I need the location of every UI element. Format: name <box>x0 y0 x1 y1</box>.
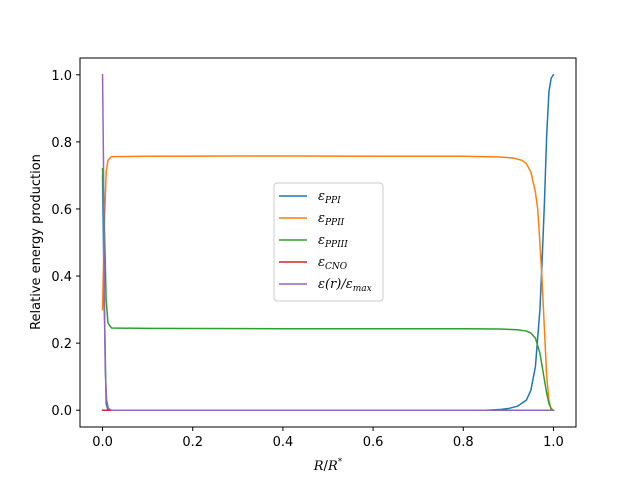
x-tick-label: 0.6 <box>363 435 384 450</box>
series-line-4 <box>101 74 555 411</box>
y-tick-label: 0.8 <box>51 136 72 151</box>
series-lines <box>101 73 555 412</box>
legend-label-2: εPPIII <box>318 233 348 250</box>
y-tick-label: 1.0 <box>51 69 72 84</box>
y-tick-label: 0.4 <box>51 270 72 285</box>
x-axis-ticks: 0.0 0.2 0.4 0.6 0.8 1.0 <box>92 427 564 450</box>
legend-label-0: εPPI <box>318 189 341 206</box>
legend-label-1: εPPII <box>318 211 345 228</box>
y-axis-label: Relative energy production <box>29 154 44 330</box>
series-line-0 <box>101 73 555 411</box>
x-tick-label: 0.8 <box>453 435 474 450</box>
legend: εPPI εPPII εPPIII εCNO ε(r)/εmax <box>273 182 384 302</box>
series-line-1 <box>101 155 555 411</box>
x-tick-label: 0.2 <box>182 435 203 450</box>
legend-label-3: εCNO <box>318 255 348 272</box>
x-tick-label: 1.0 <box>543 435 564 450</box>
y-tick-label: 0.6 <box>51 203 72 218</box>
x-tick-label: 0.4 <box>273 435 294 450</box>
y-tick-label: 0.0 <box>51 404 72 419</box>
legend-label-4: ε(r)/εmax <box>318 277 372 294</box>
x-tick-label: 0.0 <box>92 435 113 450</box>
plot-frame <box>79 57 577 428</box>
legend-box <box>273 182 384 302</box>
x-axis-label: R/R* <box>313 457 343 474</box>
y-tick-label: 0.2 <box>51 337 72 352</box>
y-axis-ticks: 0.0 0.2 0.4 0.6 0.8 1.0 <box>51 69 80 419</box>
series-line-2 <box>101 167 555 412</box>
